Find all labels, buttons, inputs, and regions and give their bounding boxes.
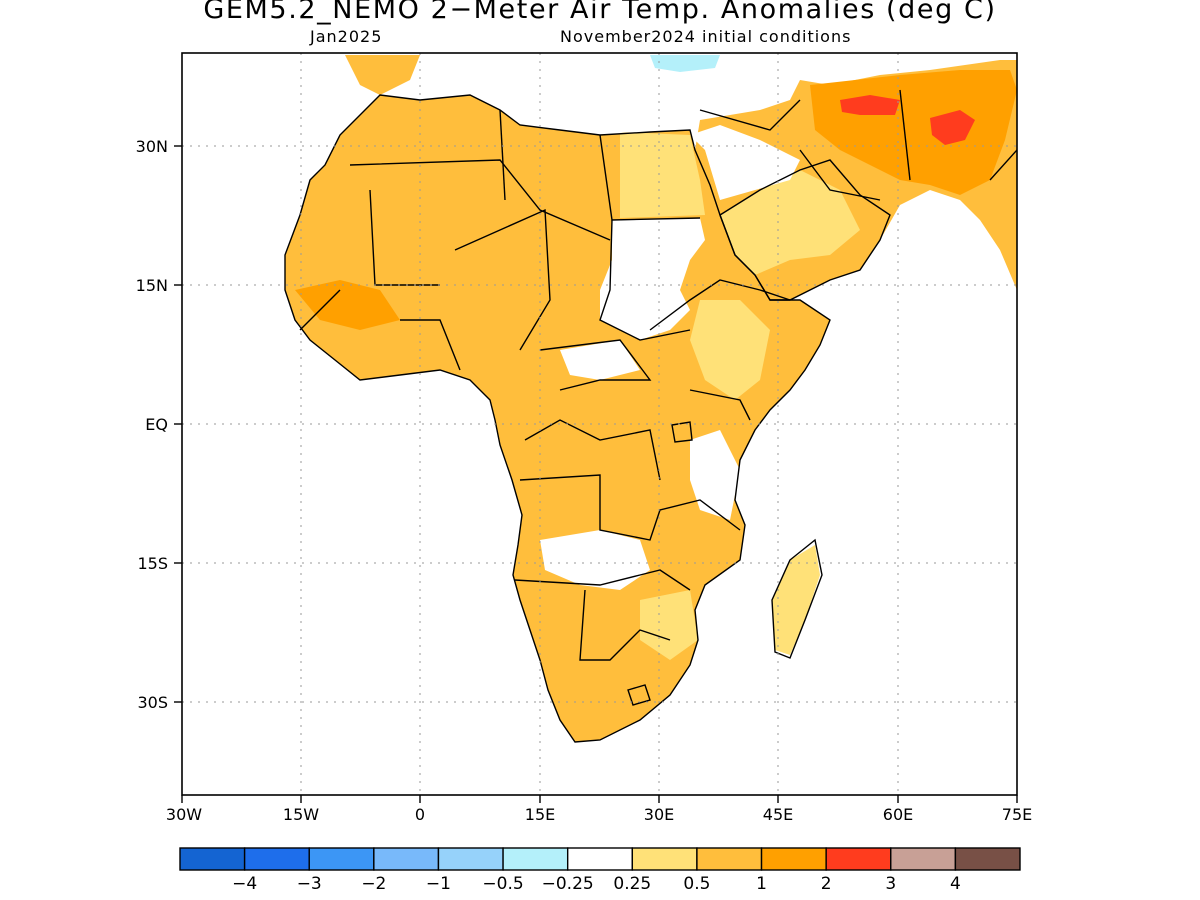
colorbar-label: −4 — [232, 874, 257, 894]
border-7 — [539, 339, 652, 391]
gridlines — [182, 53, 1017, 795]
colorbar-label: −3 — [297, 874, 322, 894]
sudan-neutral-region — [600, 218, 705, 340]
lat-label-15n: 15N — [136, 276, 168, 295]
colorbar-label: −1 — [426, 874, 451, 894]
map-title: GEM5.2_NEMO 2−Meter Air Temp. Anomalies … — [203, 0, 997, 25]
country-borders — [284, 89, 1017, 743]
lat-labels: 30N 15N EQ 15S 30S — [136, 137, 168, 712]
lon-label-0: 0 — [415, 805, 425, 824]
southcentral-neutral-region — [540, 530, 650, 590]
africa-coastline — [284, 94, 831, 743]
border-14 — [699, 99, 801, 131]
lon-label-60e: 60E — [883, 805, 913, 824]
arabia-weak-anomaly — [720, 170, 860, 275]
colorbar-swatch — [502, 847, 569, 871]
border-15 — [799, 149, 881, 201]
border-9 — [519, 474, 741, 541]
central-neutral-region — [560, 340, 640, 380]
africa-anomaly-region — [285, 95, 830, 742]
colorbar-labels: −4 −3 −2 −1 −0.5 −0.25 0.25 0.5 1 2 3 4 — [232, 874, 961, 894]
lat-label-30n: 30N — [136, 137, 168, 156]
east-neutral-region — [690, 430, 740, 520]
horn-weak-anomaly — [690, 300, 770, 400]
border-5 — [599, 219, 691, 341]
cold-anomaly-patch — [650, 55, 720, 72]
colorbar-swatch — [566, 847, 634, 871]
lat-label-15s: 15S — [137, 554, 168, 573]
arabia-coastline — [719, 159, 891, 301]
lat-tick-marks — [174, 145, 182, 703]
colorbar-label: 1 — [756, 874, 767, 894]
lat-label-eq: EQ — [145, 415, 168, 434]
colorbar-swatch — [308, 847, 375, 871]
egypt-weak-anomaly — [620, 132, 705, 218]
border-8 — [524, 419, 661, 481]
iran-peak-anomaly — [840, 95, 900, 115]
border-3 — [454, 208, 551, 351]
lon-label-15w: 15W — [283, 805, 319, 824]
colorbar-label: 4 — [950, 874, 961, 894]
westafrica-strong-anomaly — [295, 280, 400, 330]
colorbar-label: 3 — [885, 874, 896, 894]
colorbar-label: −2 — [361, 874, 386, 894]
colorbar-swatch — [243, 847, 310, 871]
border-19 — [299, 289, 341, 331]
border-1 — [349, 159, 611, 241]
afghan-peak-anomaly — [930, 110, 975, 145]
lake-victoria — [671, 421, 693, 443]
colorbar-swatch — [890, 847, 957, 871]
border-16 — [899, 89, 911, 181]
colorbar-swatch — [825, 847, 892, 871]
border-12 — [649, 279, 791, 331]
colorbar-label: −0.5 — [482, 874, 523, 894]
anomaly-field — [285, 55, 1017, 742]
border-10 — [514, 569, 691, 591]
southeast-weak-anomaly — [640, 590, 698, 660]
border-6 — [499, 109, 506, 201]
border-13 — [689, 389, 751, 421]
north-anomaly-region — [345, 55, 420, 95]
northwest-neutral-region — [520, 115, 650, 135]
colorbar-swatch — [760, 847, 827, 871]
lon-label-45e: 45E — [763, 805, 793, 824]
colorbar-label: −0.25 — [542, 874, 594, 894]
colorbar — [179, 847, 1021, 871]
lon-label-15e: 15E — [525, 805, 555, 824]
lat-label-30s: 30S — [137, 693, 168, 712]
madagascar-coastline — [771, 538, 823, 659]
forecast-month: Jan2025 — [310, 27, 383, 46]
colorbar-swatch — [696, 847, 763, 871]
colorbar-swatch — [179, 847, 246, 871]
colorbar-swatch — [954, 847, 1021, 871]
lesotho-border — [627, 684, 651, 706]
border-18 — [400, 319, 461, 371]
lon-label-30e: 30E — [644, 805, 674, 824]
colorbar-label: 0.5 — [683, 874, 710, 894]
initial-conditions: November2024 initial conditions — [560, 27, 852, 46]
lon-label-75e: 75E — [1002, 805, 1032, 824]
border-17 — [989, 149, 1017, 181]
lon-label-30w: 30W — [166, 805, 202, 824]
colorbar-swatch — [373, 847, 440, 871]
colorbar-swatch — [631, 847, 698, 871]
madagascar-weak-anomaly — [772, 545, 820, 655]
colorbar-label: 0.25 — [613, 874, 651, 894]
egypt-neutral-region — [690, 125, 800, 200]
lon-labels: 30W 15W 0 15E 30E 45E 60E 75E — [166, 805, 1032, 824]
colorbar-label: 2 — [821, 874, 832, 894]
colorbar-swatch — [437, 847, 504, 871]
lon-tick-marks — [181, 795, 1018, 803]
border-11 — [579, 589, 671, 661]
